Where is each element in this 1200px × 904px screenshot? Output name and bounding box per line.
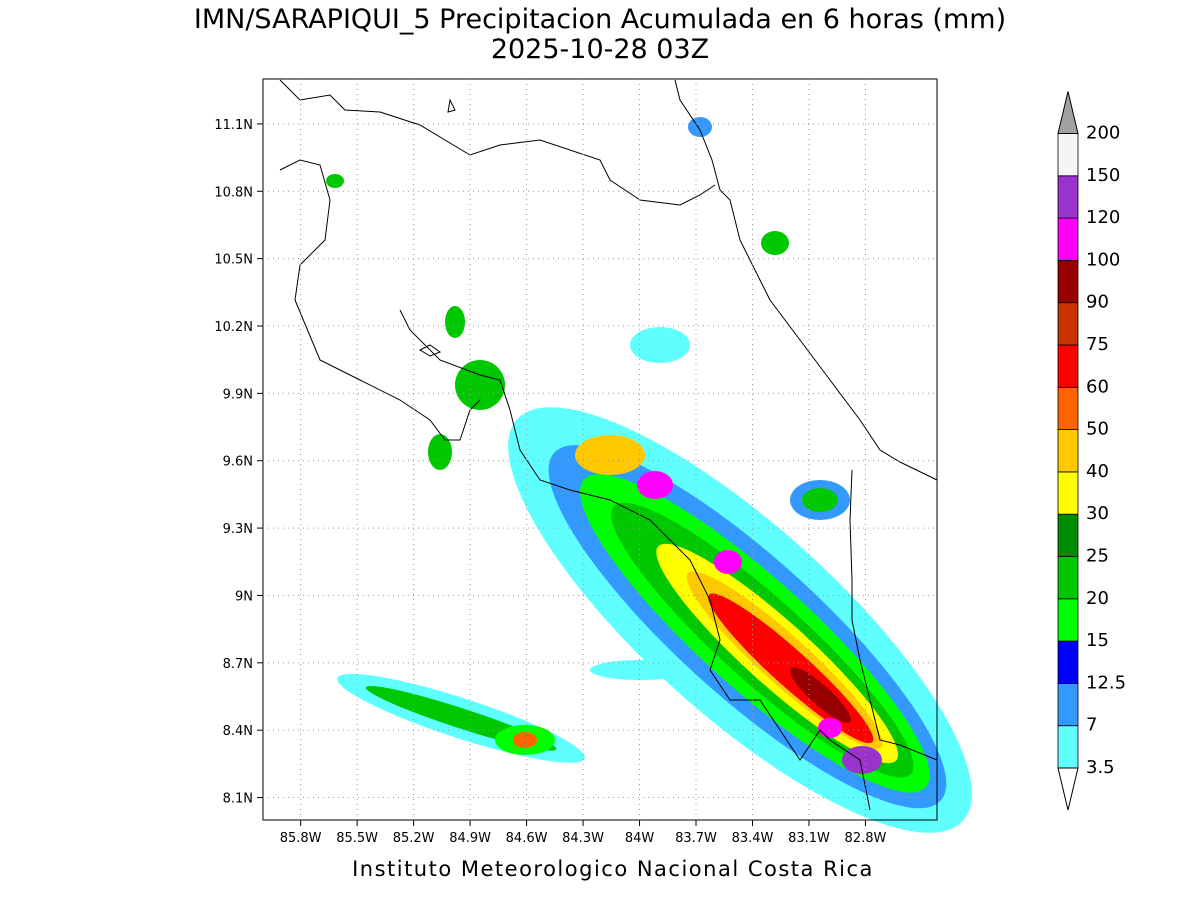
x-tick-label: 83.4W — [732, 831, 774, 846]
colorbar-label: 100 — [1086, 249, 1120, 270]
colorbar-box — [1057, 683, 1079, 727]
y-tick-label: 9.9N — [223, 387, 253, 402]
colorbar-label: 90 — [1086, 292, 1109, 313]
colorbar-label: 20 — [1086, 588, 1109, 609]
colorbar-under — [1057, 767, 1079, 811]
colorbar-box — [1057, 217, 1079, 261]
colorbar-label: 75 — [1086, 334, 1109, 355]
x-tick-label: 85.8W — [280, 831, 322, 846]
colorbar-label: 30 — [1086, 503, 1109, 524]
colorbar-box — [1057, 556, 1079, 600]
colorbar-over — [1057, 91, 1079, 134]
map-frame — [262, 78, 938, 821]
y-tick-label: 8.1N — [223, 792, 253, 807]
y-tick-label: 8.4N — [223, 724, 253, 739]
precip-field — [326, 117, 972, 833]
colorbar-box — [1057, 175, 1079, 219]
colorbar-label: 150 — [1086, 165, 1120, 186]
y-tick-label: 8.7N — [223, 657, 253, 672]
x-tick-label: 84.6W — [506, 831, 548, 846]
y-tick-label: 9.6N — [223, 455, 253, 470]
subtitle: 2025-10-28 03Z — [491, 34, 709, 65]
colorbar-label: 50 — [1086, 419, 1109, 440]
colorbar-label: 40 — [1086, 461, 1109, 482]
x-tick-label: 84.3W — [562, 831, 604, 846]
colorbar-box — [1057, 344, 1079, 388]
x-tick-label: 84W — [625, 831, 655, 846]
colorbar-box — [1057, 259, 1079, 304]
colorbar-box — [1057, 302, 1079, 346]
x-tick-label: 82.8W — [845, 831, 887, 846]
x-tick-label: 83.1W — [788, 831, 830, 846]
colorbar-box — [1057, 513, 1079, 557]
colorbar-label: 200 — [1086, 123, 1120, 144]
colorbar-label: 25 — [1086, 546, 1109, 567]
x-tick-label: 83.7W — [675, 831, 717, 846]
colorbar-label: 60 — [1086, 376, 1109, 397]
colorbar-box — [1057, 640, 1079, 684]
x-tick-label: 85.5W — [336, 831, 378, 846]
y-tick-label: 9.3N — [223, 522, 253, 537]
footer: Instituto Meteorologico Nacional Costa R… — [352, 857, 874, 881]
y-tick-label: 10.8N — [214, 185, 253, 200]
colorbar-box — [1057, 471, 1079, 515]
colorbar-label: 15 — [1086, 630, 1109, 651]
colorbar: 3.5 7 12.5 15 20 25 30 40 50 60 75 90 100 120 150 200 — [1057, 91, 1126, 811]
colorbar-label: 3.5 — [1086, 757, 1115, 778]
colorbar-label: 12.5 — [1086, 672, 1126, 693]
y-tick-label: 11.1N — [214, 118, 253, 133]
coastlines — [279, 79, 938, 811]
colorbar-box — [1057, 386, 1079, 430]
colorbar-box — [1057, 598, 1079, 642]
x-tick-label: 84.9W — [449, 831, 491, 846]
colorbar-label: 120 — [1086, 207, 1120, 228]
colorbar-box — [1057, 429, 1079, 473]
y-tick-label: 10.2N — [214, 320, 253, 335]
title: IMN/SARAPIQUI_5 Precipitacion Acumulada … — [194, 4, 1006, 35]
colorbar-label: 7 — [1086, 715, 1097, 736]
x-tick-label: 85.2W — [393, 831, 435, 846]
y-tick-label: 9N — [235, 589, 253, 604]
colorbar-box — [1057, 725, 1079, 769]
y-tick-label: 10.5N — [214, 253, 253, 268]
colorbar-box — [1057, 133, 1079, 177]
